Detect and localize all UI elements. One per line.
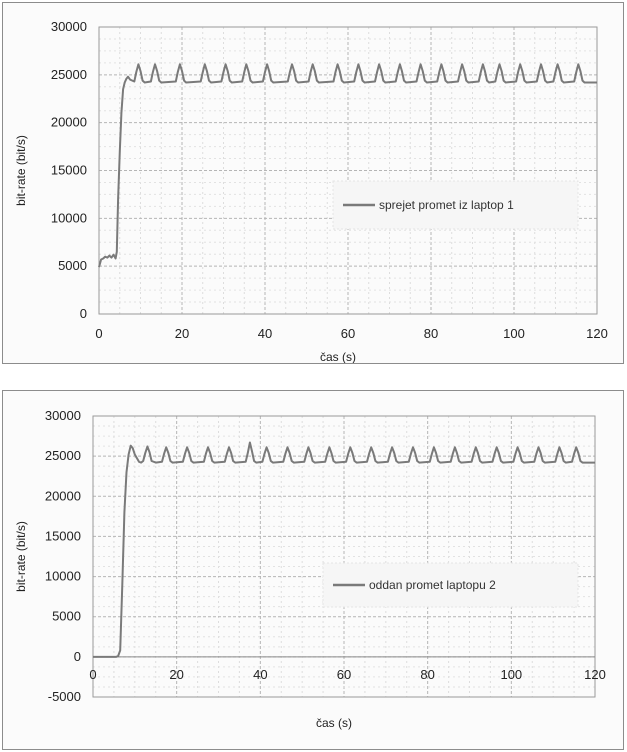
- x-tick-label: 0: [89, 667, 96, 682]
- y-tick-label: 15000: [45, 528, 81, 543]
- x-tick-label: 60: [337, 667, 351, 682]
- x-tick-label: 40: [253, 667, 267, 682]
- grid: [92, 415, 596, 698]
- x-axis-title: čas (s): [316, 716, 352, 730]
- x-tick-label: 20: [169, 667, 183, 682]
- chart-panel-received: 0 5000 10000 15000 20000 25000 30000 0 20 40 60 80 1…: [2, 2, 624, 364]
- y-tick-label: 20000: [51, 115, 87, 130]
- y-tick-label: 0: [80, 306, 87, 321]
- y-tick-label: 5000: [58, 258, 87, 273]
- plot-area-frame: [92, 415, 596, 698]
- y-tick-label: 0: [74, 649, 81, 664]
- y-tick-label: 10000: [45, 569, 81, 584]
- x-tick-label: 60: [341, 326, 355, 341]
- y-axis-title: bit-rate (bit/s): [14, 521, 28, 592]
- series-line: [98, 63, 597, 268]
- legend-box: [322, 562, 579, 608]
- x-tick-label: 120: [584, 667, 606, 682]
- x-axis-title: čas (s): [320, 350, 356, 363]
- y-tick-label: -5000: [48, 689, 81, 704]
- series-line: [93, 441, 595, 658]
- y-tick-label: 25000: [51, 67, 87, 82]
- legend-label: oddan promet laptopu 2: [369, 578, 496, 592]
- x-tick-label: 0: [95, 326, 102, 341]
- x-tick-label: 80: [424, 326, 438, 341]
- y-tick-label: 10000: [51, 210, 87, 225]
- y-tick-label: 30000: [45, 408, 81, 423]
- y-tick-label: 5000: [52, 609, 81, 624]
- chart-panel-sent: -5000 0 5000 10000 15000 20000 25000 30000 0 20 40…: [2, 390, 624, 750]
- x-tick-label: 120: [586, 326, 608, 341]
- y-tick-label: 25000: [45, 448, 81, 463]
- legend: oddan promet laptopu 2: [322, 562, 579, 608]
- y-tick-label: 15000: [51, 163, 87, 178]
- x-tick-label: 100: [503, 326, 525, 341]
- chart-received-traffic: 0 5000 10000 15000 20000 25000 30000 0 20 40 60 80 1…: [14, 19, 608, 363]
- legend: sprejet promet iz laptop 1: [332, 180, 579, 230]
- plot-area-frame: [98, 26, 598, 315]
- x-tick-label: 80: [420, 667, 434, 682]
- y-tick-label: 30000: [51, 19, 87, 34]
- chart-sent-traffic: -5000 0 5000 10000 15000 20000 25000 30000 0 20 40…: [14, 408, 606, 730]
- legend-label: sprejet promet iz laptop 1: [379, 198, 514, 212]
- y-axis-title: bit-rate (bit/s): [14, 135, 28, 206]
- y-tick-label: 20000: [45, 488, 81, 503]
- x-tick-label: 100: [500, 667, 522, 682]
- x-tick-label: 40: [258, 326, 272, 341]
- x-tick-label: 20: [175, 326, 189, 341]
